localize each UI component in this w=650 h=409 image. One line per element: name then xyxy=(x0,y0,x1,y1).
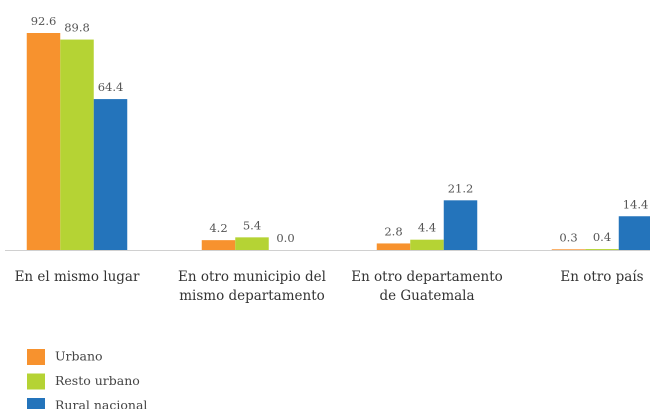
category-label: En otro departamento de Guatemala xyxy=(351,269,503,304)
legend-swatch xyxy=(27,373,45,390)
value-label: 64.4 xyxy=(98,80,124,94)
value-label: 5.4 xyxy=(243,218,261,232)
bar xyxy=(443,200,478,250)
value-label: 4.2 xyxy=(209,221,227,235)
bar xyxy=(60,39,94,250)
legend-swatch xyxy=(27,349,45,365)
bar xyxy=(26,33,61,250)
bar xyxy=(235,237,269,250)
legend-label: Resto urbano xyxy=(55,373,140,388)
category-label: En otro país xyxy=(560,269,644,285)
bar xyxy=(585,249,619,250)
value-label: 14.4 xyxy=(623,197,649,211)
value-label: 21.2 xyxy=(448,181,474,195)
bar xyxy=(201,240,236,250)
bar xyxy=(618,216,650,250)
value-label: 0.4 xyxy=(593,230,611,244)
bar xyxy=(551,249,586,250)
bar xyxy=(376,243,411,250)
legend-label: Urbano xyxy=(55,349,103,364)
legend-swatch xyxy=(27,398,45,409)
category-label: En otro municipio del mismo departamento xyxy=(178,269,326,304)
value-label: 92.6 xyxy=(31,14,57,28)
value-label: 4.4 xyxy=(418,221,436,235)
bar xyxy=(93,99,128,251)
legend-label: Rural nacional xyxy=(55,398,147,409)
value-label: 89.8 xyxy=(64,21,90,35)
category-label: En el mismo lugar xyxy=(14,269,140,285)
value-label: 0.0 xyxy=(276,231,294,245)
bar xyxy=(410,239,444,250)
value-label: 0.3 xyxy=(559,230,577,244)
value-label: 2.8 xyxy=(384,224,402,238)
